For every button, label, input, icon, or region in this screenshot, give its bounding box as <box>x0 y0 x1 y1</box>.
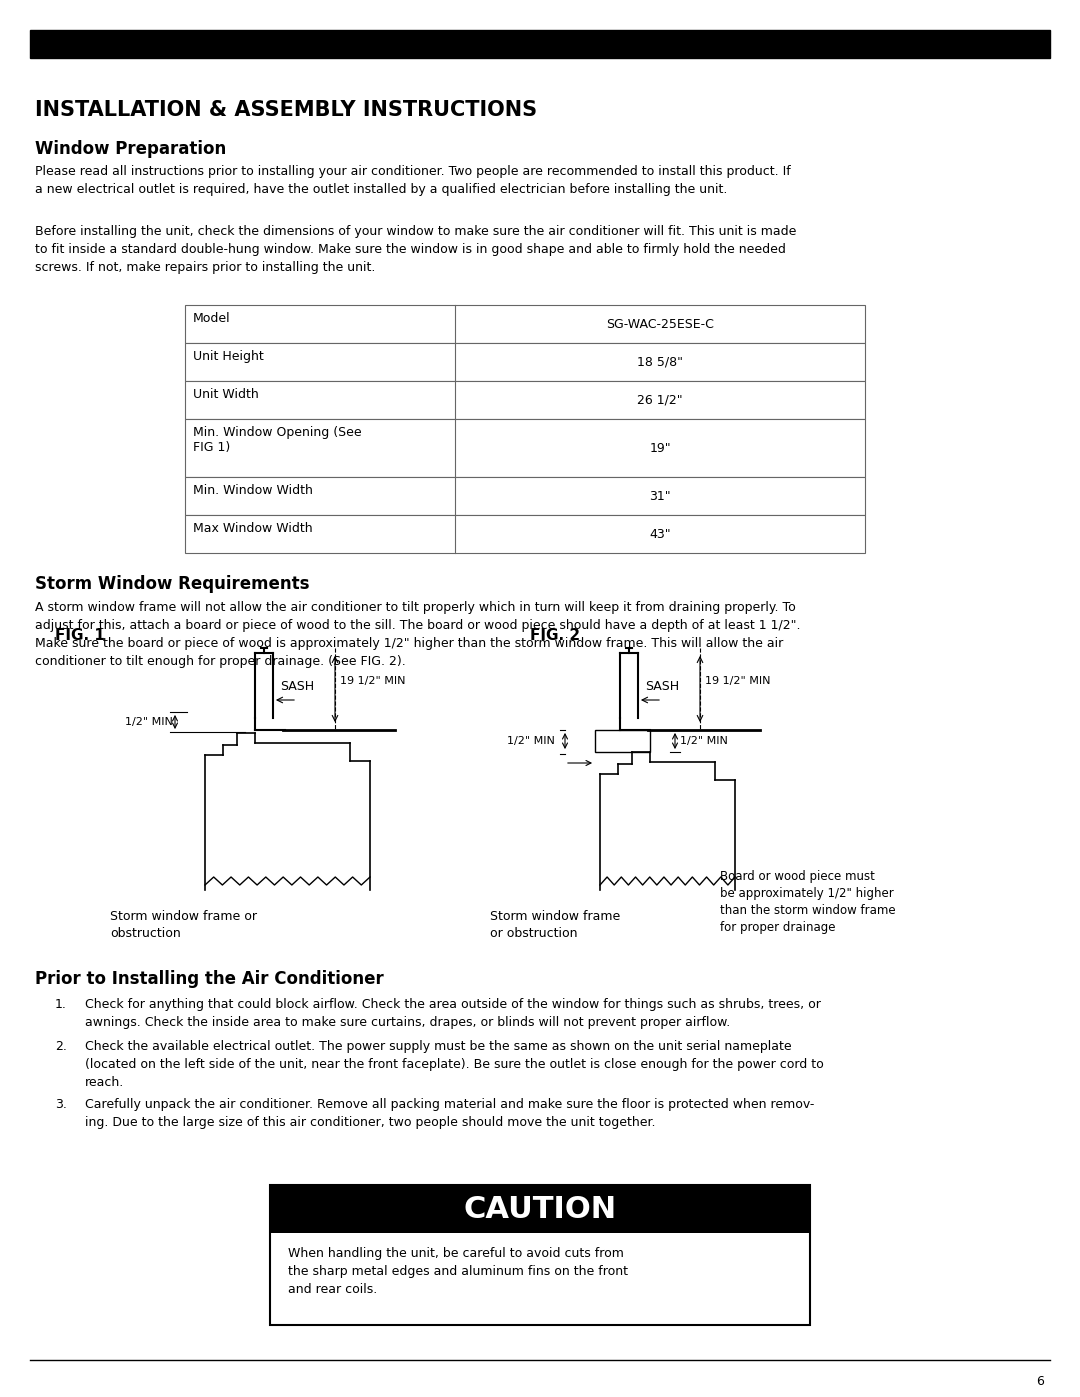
Text: Check the available electrical outlet. The power supply must be the same as show: Check the available electrical outlet. T… <box>85 1039 824 1090</box>
Text: Storm window frame
or obstruction: Storm window frame or obstruction <box>490 909 620 940</box>
Text: 1/2" MIN: 1/2" MIN <box>680 736 728 746</box>
Text: Check for anything that could block airflow. Check the area outside of the windo: Check for anything that could block airf… <box>85 997 821 1030</box>
Text: Before installing the unit, check the dimensions of your window to make sure the: Before installing the unit, check the di… <box>35 225 796 274</box>
Text: SASH: SASH <box>645 680 679 693</box>
Text: When handling the unit, be careful to avoid cuts from
the sharp metal edges and : When handling the unit, be careful to av… <box>288 1248 627 1296</box>
Text: Storm window frame or
obstruction: Storm window frame or obstruction <box>110 909 257 940</box>
Text: SASH: SASH <box>280 680 314 693</box>
Bar <box>595 731 650 752</box>
Text: 1/2" MIN: 1/2" MIN <box>507 736 555 746</box>
Text: Min. Window Width: Min. Window Width <box>193 483 313 497</box>
Text: 3.: 3. <box>55 1098 67 1111</box>
Text: 31": 31" <box>649 489 671 503</box>
Text: FIG. 1: FIG. 1 <box>55 629 105 643</box>
Text: Unit Height: Unit Height <box>193 351 264 363</box>
Text: 19 1/2" MIN: 19 1/2" MIN <box>705 676 770 686</box>
Text: INSTALLATION & ASSEMBLY INSTRUCTIONS: INSTALLATION & ASSEMBLY INSTRUCTIONS <box>35 101 537 120</box>
Text: FIG. 2: FIG. 2 <box>530 629 580 643</box>
Bar <box>270 1185 810 1234</box>
Text: 2.: 2. <box>55 1039 67 1053</box>
Text: SG-WAC-25ESE-C: SG-WAC-25ESE-C <box>606 317 714 331</box>
Text: Max Window Width: Max Window Width <box>193 522 312 535</box>
Bar <box>185 344 865 381</box>
Text: Prior to Installing the Air Conditioner: Prior to Installing the Air Conditioner <box>35 970 383 988</box>
Text: Window Preparation: Window Preparation <box>35 140 226 158</box>
Text: Carefully unpack the air conditioner. Remove all packing material and make sure : Carefully unpack the air conditioner. Re… <box>85 1098 814 1129</box>
Bar <box>185 305 865 344</box>
Text: Storm Window Requirements: Storm Window Requirements <box>35 576 310 592</box>
Text: Model: Model <box>193 312 231 326</box>
Text: A storm window frame will not allow the air conditioner to tilt properly which i: A storm window frame will not allow the … <box>35 601 800 668</box>
Bar <box>185 419 865 476</box>
Text: Board or wood piece must
be approximately 1/2" higher
than the storm window fram: Board or wood piece must be approximatel… <box>720 870 895 935</box>
Text: 26 1/2": 26 1/2" <box>637 394 683 407</box>
Text: CAUTION: CAUTION <box>463 1194 617 1224</box>
Text: 19 1/2" MIN: 19 1/2" MIN <box>340 676 405 686</box>
Bar <box>270 1185 810 1324</box>
Text: 1.: 1. <box>55 997 67 1011</box>
Text: Min. Window Opening (See
FIG 1): Min. Window Opening (See FIG 1) <box>193 426 362 454</box>
Text: 18 5/8": 18 5/8" <box>637 355 683 369</box>
Text: Please read all instructions prior to installing your air conditioner. Two peopl: Please read all instructions prior to in… <box>35 165 791 196</box>
Bar <box>185 476 865 515</box>
Bar <box>185 515 865 553</box>
Bar <box>185 381 865 419</box>
Text: 19": 19" <box>649 441 671 454</box>
Text: 6: 6 <box>1036 1375 1044 1389</box>
Text: 43": 43" <box>649 528 671 541</box>
Text: Unit Width: Unit Width <box>193 388 259 401</box>
Text: 1/2" MIN: 1/2" MIN <box>125 717 173 726</box>
Bar <box>30 29 1050 59</box>
